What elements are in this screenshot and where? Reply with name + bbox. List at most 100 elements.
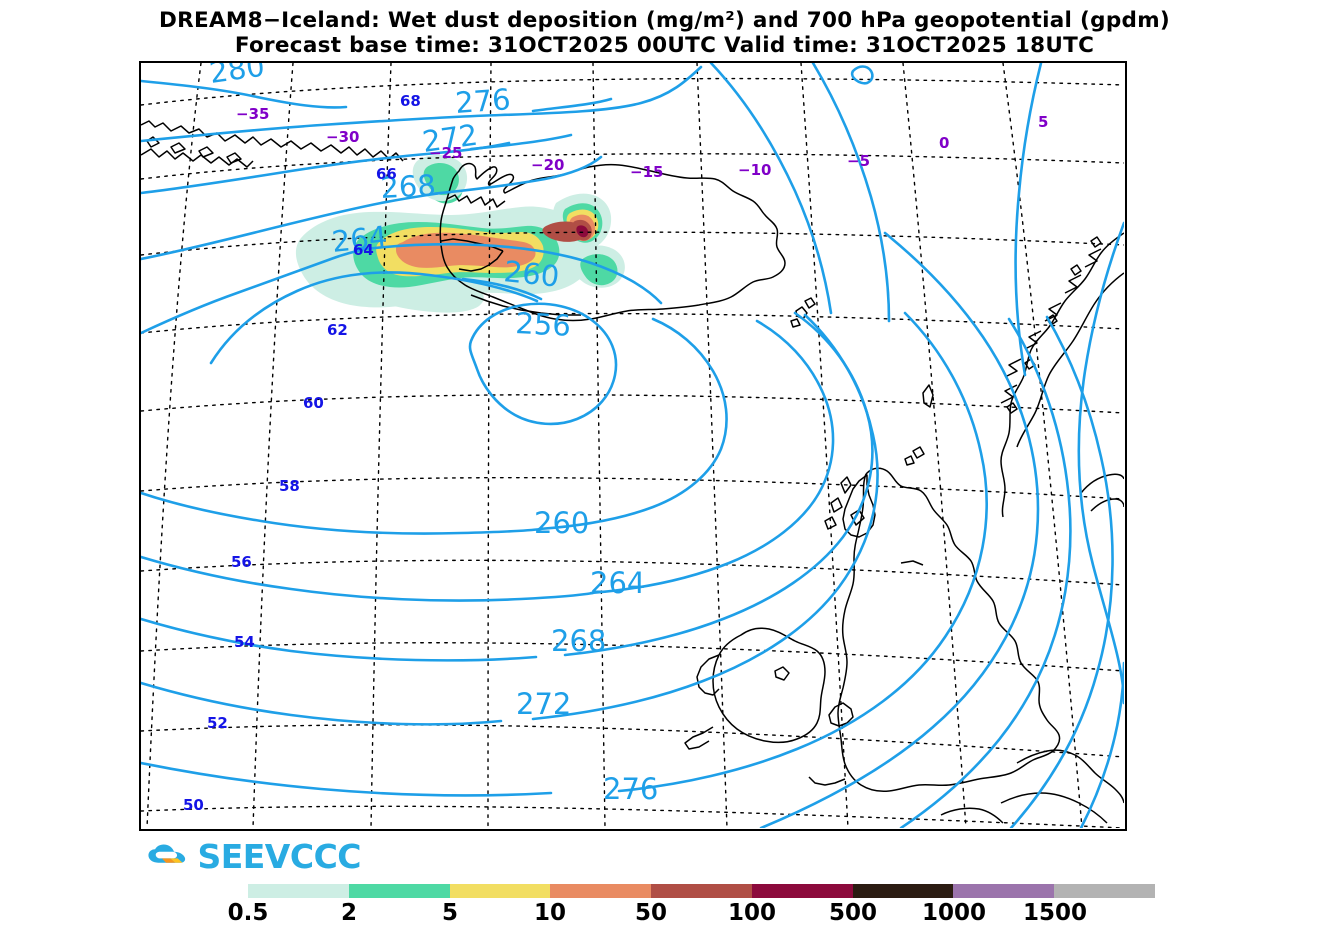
longitude-label: −35 <box>236 105 269 123</box>
contour-260-lower-right <box>537 317 728 531</box>
contour-labels: 280 276 272 268 264 260 256 260 264 268 … <box>207 63 658 806</box>
arrow-icon-2 <box>170 858 183 863</box>
coastline-iceland-faxafloi <box>458 250 504 272</box>
coastline-iceland-fjords <box>446 194 506 208</box>
seevccc-logo[interactable]: SEEVCCC <box>146 836 361 876</box>
coastline-brittany <box>940 807 1004 824</box>
contour-272-lower-right <box>531 313 879 721</box>
cloud-icon <box>148 844 186 863</box>
longitude-label: −15 <box>630 163 663 181</box>
colorbar-strip[interactable] <box>248 884 1156 898</box>
graticule-lat-64 <box>141 231 1124 256</box>
chart-subtitle: Forecast base time: 31OCT2025 00UTC Vali… <box>234 33 1095 58</box>
dust-band-50-streak <box>542 221 586 242</box>
longitude-label: 0 <box>939 134 949 152</box>
latitude-label: 62 <box>327 321 348 339</box>
map-panel[interactable]: 280 276 272 268 264 260 256 260 264 268 … <box>139 61 1127 831</box>
colorbar-tick: 50 <box>634 900 668 925</box>
colorbar-legend[interactable]: 0.5 2 5 10 50 100 500 1000 1500 <box>228 884 1156 925</box>
contour-label: 268 <box>380 168 437 205</box>
colorbar-segment[interactable] <box>348 884 450 898</box>
colorbar-segment[interactable] <box>248 884 349 898</box>
page-title: DREAM8−Iceland: Wet dust deposition (mg/… <box>158 8 1171 33</box>
colorbar-tick: 500 <box>828 900 878 925</box>
coastline-norway-fjord-2 <box>1064 274 1082 294</box>
contour-label: 276 <box>454 82 512 120</box>
graticule-lat-58 <box>141 476 1124 500</box>
graticule-lon--25 <box>370 63 392 828</box>
contour-272-right <box>469 133 573 151</box>
colorbar-segment[interactable] <box>550 884 652 898</box>
logo-text: SEEVCCC <box>197 836 361 876</box>
contour-label: 268 <box>551 624 606 658</box>
contour-276-lower-right <box>617 311 988 793</box>
coastline-iceland <box>439 162 786 322</box>
colorbar-segment[interactable] <box>852 884 954 898</box>
colorbar-segment[interactable] <box>449 884 551 898</box>
contour-label: 272 <box>420 118 480 159</box>
longitude-label: −20 <box>531 156 564 174</box>
contour-292-right <box>1079 661 1124 828</box>
contour-label: 260 <box>502 254 561 294</box>
latitude-label: 50 <box>183 796 204 814</box>
coastline-faroe-3 <box>790 318 801 328</box>
contour-top-right-2 <box>709 63 833 315</box>
coastline-norway <box>1000 232 1124 518</box>
arrow-icon <box>161 858 176 863</box>
coastline-ireland <box>712 627 826 744</box>
coastline-firth-forth <box>900 560 924 566</box>
coastline-norway-skerries-2 <box>1070 264 1082 276</box>
coastline-greenland-islets-3 <box>198 146 214 158</box>
coastline-shetland <box>922 384 934 408</box>
colorbar-segment[interactable] <box>953 884 1055 898</box>
coastline-orkney-1 <box>912 446 925 459</box>
colorbar-tick: 1000 <box>921 900 987 925</box>
contour-label: 280 <box>207 63 267 90</box>
latitude-labels: 68 66 64 62 60 58 56 54 52 50 <box>183 92 421 814</box>
coastline-norway-fjord-4 <box>1024 330 1042 350</box>
contour-label: 264 <box>590 566 645 600</box>
map-canvas[interactable]: 280 276 272 268 264 260 256 260 264 268 … <box>141 63 1124 828</box>
contour-label: 264 <box>330 219 389 259</box>
contour-264-lower <box>141 555 595 602</box>
longitude-label: −25 <box>429 144 462 162</box>
coastline-greenland-fringe <box>141 148 254 168</box>
graticule-lon--35 <box>146 63 202 828</box>
graticule-lat-52 <box>141 724 1124 758</box>
colorbar-segment[interactable] <box>751 884 853 898</box>
latitude-label: 66 <box>376 165 397 183</box>
colorbar-segment[interactable] <box>651 884 752 898</box>
graticule-lat-60 <box>141 394 1124 414</box>
contour-260-label-break <box>461 277 543 301</box>
graticule <box>141 63 1124 828</box>
latitude-label: 60 <box>303 394 324 412</box>
longitude-label: −10 <box>738 161 771 179</box>
latitude-label: 64 <box>353 241 374 259</box>
contour-272-lower <box>141 681 503 726</box>
coastline-ireland-lough <box>774 666 790 681</box>
coastline-jutland <box>1090 498 1124 512</box>
contour-264-nw <box>141 247 367 335</box>
longitude-label: −5 <box>847 152 870 170</box>
coastline-continent-channel <box>1000 792 1108 824</box>
colorbar-tick: 100 <box>727 900 777 925</box>
contour-268-right <box>429 155 603 196</box>
latitude-label: 56 <box>231 553 252 571</box>
coastline-iceland-south <box>470 294 581 316</box>
coastline-norway-fjord-3 <box>1044 302 1062 322</box>
contour-268-lower <box>141 617 538 662</box>
coastline-norway-inner <box>1016 272 1124 448</box>
contour-256 <box>468 302 618 426</box>
colorbar-tick: 0.5 <box>227 900 269 925</box>
coastline-cornwall <box>808 776 846 786</box>
dust-band-10 <box>396 232 536 268</box>
coastline-ireland-sw <box>684 726 714 750</box>
colorbar-tick: 2 <box>340 900 358 925</box>
graticule-lat-56 <box>141 559 1124 586</box>
contour-284-right <box>899 317 1072 828</box>
colorbar-tick: 5 <box>441 900 459 925</box>
coastline-greenland-islets-1 <box>146 136 160 148</box>
latitude-label: 68 <box>400 92 421 110</box>
colorbar-segment[interactable] <box>1054 884 1156 898</box>
